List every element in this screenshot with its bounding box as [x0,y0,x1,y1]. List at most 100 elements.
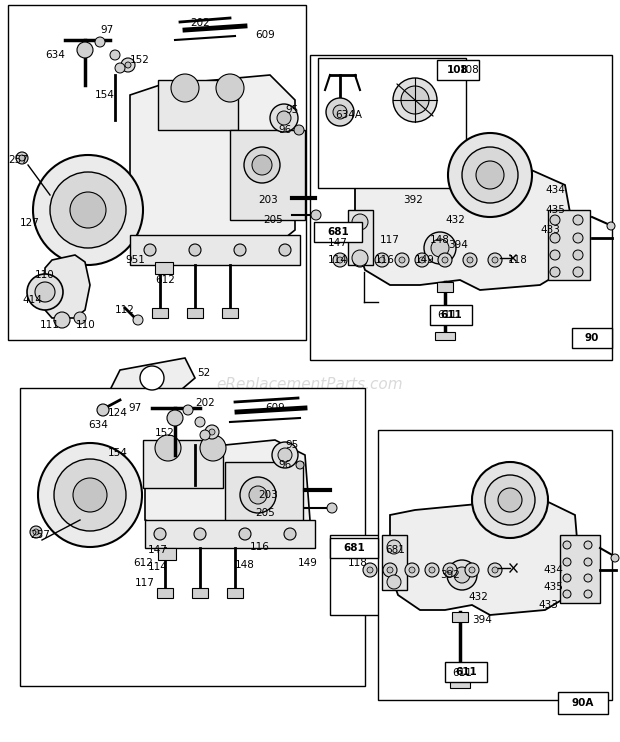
Bar [452,612,468,622]
Text: 432: 432 [445,215,465,225]
Text: 96: 96 [278,460,291,470]
Circle shape [492,257,498,263]
Circle shape [419,257,425,263]
Text: 203: 203 [258,490,278,500]
Circle shape [387,567,393,573]
Circle shape [171,74,199,102]
Circle shape [573,250,583,260]
Text: 110: 110 [35,270,55,280]
Text: 147: 147 [148,545,168,555]
Circle shape [465,563,479,577]
Circle shape [296,461,304,469]
Circle shape [399,257,405,263]
Bar [437,282,453,292]
Circle shape [326,98,354,126]
Circle shape [16,152,28,164]
Circle shape [492,567,498,573]
Text: 127: 127 [20,218,40,228]
Circle shape [447,567,453,573]
Circle shape [463,253,477,267]
Circle shape [140,366,164,390]
Text: 634A: 634A [335,110,362,120]
Bar [430,305,472,325]
Bar [558,692,608,714]
Circle shape [573,233,583,243]
Text: 432: 432 [468,592,488,602]
Text: 257: 257 [30,530,50,540]
Text: 148: 148 [235,560,255,570]
Text: 205: 205 [255,508,275,518]
Circle shape [573,215,583,225]
Polygon shape [145,440,310,540]
Circle shape [442,257,448,263]
Circle shape [294,125,304,135]
Polygon shape [390,498,580,615]
Text: 202: 202 [190,18,210,28]
Text: 435: 435 [543,582,563,592]
Circle shape [33,529,39,535]
Text: 114: 114 [148,562,168,572]
Circle shape [240,477,276,513]
Circle shape [584,574,592,582]
Circle shape [405,563,419,577]
Bar [157,588,173,598]
Circle shape [244,147,280,183]
Bar [378,430,612,700]
Text: 414: 414 [22,295,42,305]
Text: 205: 205 [263,215,283,225]
Circle shape [409,567,415,573]
Text: 681: 681 [343,543,365,553]
Circle shape [387,540,401,554]
Bar [318,58,466,188]
Circle shape [352,250,368,266]
Bar [158,80,238,130]
Circle shape [550,233,560,243]
Circle shape [194,528,206,540]
Circle shape [333,105,347,119]
Text: 611: 611 [455,667,477,677]
Text: 433: 433 [540,225,560,235]
Circle shape [216,74,244,102]
Text: 202: 202 [195,398,215,408]
Text: 203: 203 [258,195,278,205]
Bar [143,440,223,488]
Text: 95: 95 [285,105,298,115]
Circle shape [200,435,226,461]
Bar [445,662,487,682]
Text: 611: 611 [437,310,457,320]
Circle shape [498,488,522,512]
Bar [330,538,378,558]
Circle shape [584,541,592,549]
Text: 951: 951 [125,255,145,265]
Bar [158,548,176,560]
Text: 392: 392 [403,195,423,205]
Circle shape [401,86,429,114]
Circle shape [125,62,131,68]
Bar [572,328,612,348]
Text: 435: 435 [545,205,565,215]
Text: 116: 116 [250,542,270,552]
Polygon shape [355,165,575,290]
Text: 90A: 90A [572,698,594,708]
Text: 152: 152 [130,55,150,65]
Circle shape [95,37,105,47]
Circle shape [77,42,93,58]
Bar [548,210,590,280]
Text: 392: 392 [440,570,460,580]
Bar [312,220,512,300]
Circle shape [272,442,298,468]
Bar [155,262,173,274]
Circle shape [611,554,619,562]
Polygon shape [45,255,90,318]
Bar [20,388,365,686]
Circle shape [270,104,298,132]
Circle shape [70,192,106,228]
Text: 152: 152 [155,428,175,438]
Circle shape [443,563,457,577]
Text: 149: 149 [415,255,435,265]
Circle shape [74,312,86,324]
Circle shape [607,222,615,230]
Circle shape [550,267,560,277]
Text: eReplacementParts.com: eReplacementParts.com [216,378,404,393]
Circle shape [311,210,321,220]
